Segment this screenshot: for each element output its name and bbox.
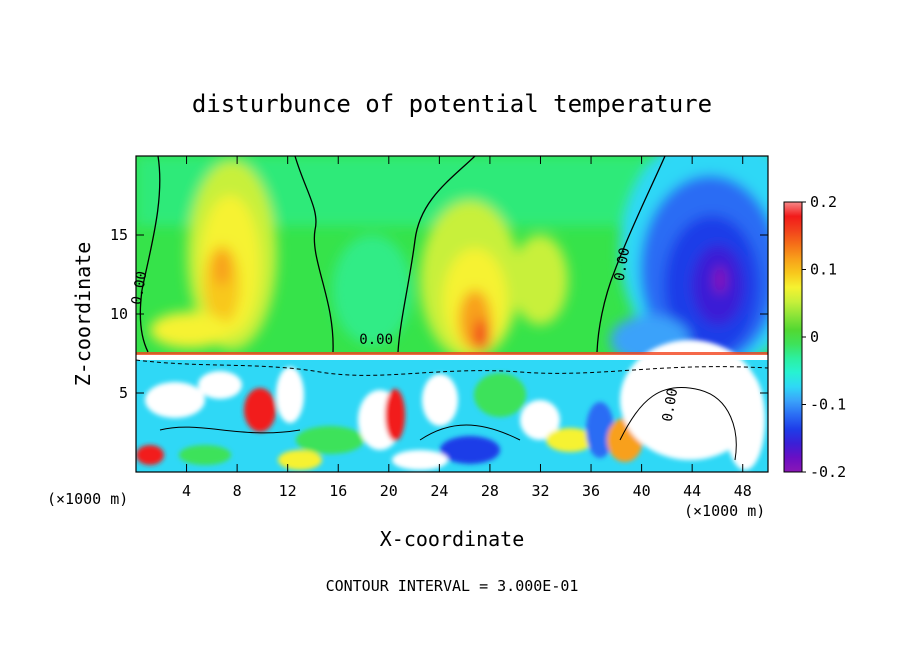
x-tick-label: 16 — [329, 482, 347, 500]
x-unit-right: (×1000 m) — [684, 502, 765, 520]
colorbar-tick-label: 0.1 — [810, 261, 837, 279]
x-tick-label: 28 — [481, 482, 499, 500]
colorbar-fill — [783, 201, 803, 473]
colorbar-tick-label: 0.2 — [810, 193, 837, 211]
x-tick-label: 32 — [531, 482, 549, 500]
contour-label: 0.00 — [359, 332, 393, 348]
colorbar-tick-label: 0 — [810, 328, 819, 346]
contour-label: 0.00 — [129, 270, 151, 306]
y-tick-label: 15 — [110, 226, 128, 244]
y-axis-label: Z-coordinate — [71, 242, 95, 387]
x-tick-label: 44 — [683, 482, 701, 500]
colorbar-tick-label: -0.1 — [810, 396, 846, 414]
y-tick-label: 5 — [119, 384, 128, 402]
x-tick-label: 4 — [182, 482, 191, 500]
x-axis: 4 8 12 16 20 24 28 32 36 40 44 48 — [182, 156, 752, 500]
y-tick-label: 10 — [110, 305, 128, 323]
contour-labels: 0.00 0.00 0.00 0.00 — [129, 246, 681, 423]
colorbar-tick-label: -0.2 — [810, 463, 846, 481]
x-unit-left: (×1000 m) — [47, 490, 128, 508]
colorbar: 0.2 0.1 0 -0.1 -0.2 — [783, 193, 846, 481]
x-tick-label: 24 — [430, 482, 448, 500]
contour-label: 0.00 — [612, 246, 634, 282]
chart-title: disturbunce of potential temperature — [192, 90, 712, 118]
contour-label: 0.00 — [660, 387, 682, 423]
x-tick-label: 8 — [233, 482, 242, 500]
y-axis: 5 10 15 — [110, 226, 768, 402]
plot-area — [136, 156, 768, 472]
footer-contour-interval: CONTOUR INTERVAL = 3.000E-01 — [326, 577, 579, 595]
x-axis-label: X-coordinate — [380, 527, 525, 551]
x-tick-label: 40 — [633, 482, 651, 500]
x-tick-label: 48 — [734, 482, 752, 500]
x-tick-label: 36 — [582, 482, 600, 500]
colorbar-ticks: 0.2 0.1 0 -0.1 -0.2 — [802, 193, 846, 481]
x-tick-label: 12 — [279, 482, 297, 500]
x-tick-label: 20 — [380, 482, 398, 500]
